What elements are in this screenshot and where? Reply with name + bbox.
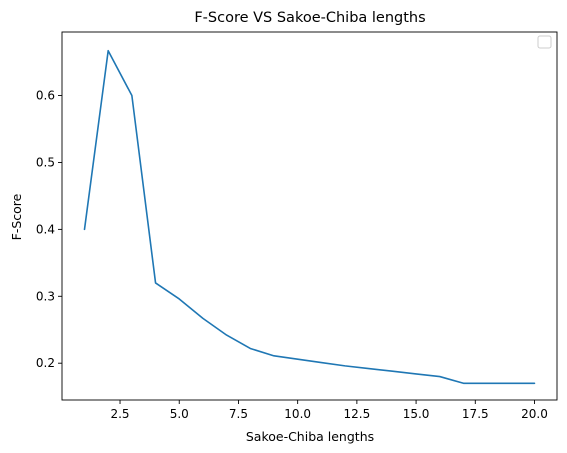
y-axis-label: F-Score xyxy=(9,193,24,240)
legend-box xyxy=(537,35,552,49)
x-tick-label: 5.0 xyxy=(170,407,189,421)
series-line-0 xyxy=(83,49,536,385)
x-tick-label: 15.0 xyxy=(403,407,430,421)
x-tick-label: 2.5 xyxy=(110,407,129,421)
y-tick-label: 0.4 xyxy=(36,222,55,236)
x-tick-label: 7.5 xyxy=(229,407,248,421)
y-tick-label: 0.6 xyxy=(36,89,55,103)
plot-frame xyxy=(61,31,558,401)
x-tick-label: 10.0 xyxy=(284,407,311,421)
x-tick-label: 12.5 xyxy=(344,407,371,421)
chart-title: F-Score VS Sakoe-Chiba lengths xyxy=(194,10,425,26)
y-tick-label: 0.3 xyxy=(36,289,55,303)
x-axis-label: Sakoe-Chiba lengths xyxy=(246,429,374,444)
x-tick-label: 17.5 xyxy=(462,407,489,421)
y-tick-label: 0.2 xyxy=(36,356,55,370)
x-tick-label: 20.0 xyxy=(521,407,548,421)
axes: 2.5 5.0 7.5 10.0 12.5 15.0 17.5 20.0 0.2 0.3 0.4 0.… xyxy=(36,31,558,421)
y-tick-label: 0.5 xyxy=(36,155,55,169)
